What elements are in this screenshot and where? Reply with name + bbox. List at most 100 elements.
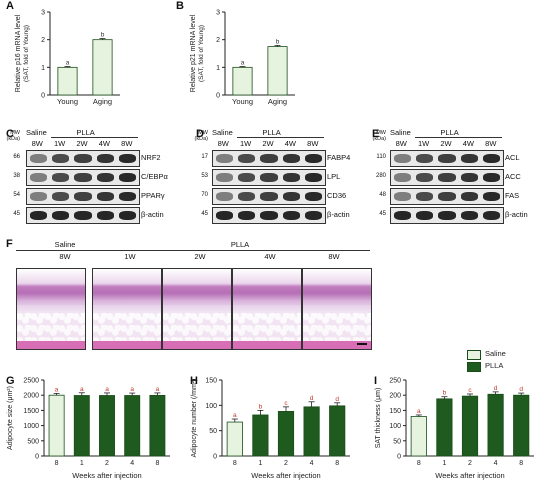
- saline-header: Saline: [390, 128, 411, 137]
- blot-band: [282, 154, 300, 163]
- x-tick-label: 1: [80, 460, 84, 467]
- histology-lane-8w: 8W: [328, 252, 340, 261]
- blot-band: [96, 154, 114, 163]
- y-axis-label: Adipocyte number (/mm²): [191, 379, 198, 458]
- histology-lane-4w: 4W: [264, 252, 276, 261]
- panel-label-b: B: [176, 0, 184, 12]
- legend-saline-label: Saline: [485, 349, 506, 358]
- histology-saline-bracket: [16, 250, 108, 251]
- blot-row-label: β-actin: [505, 210, 528, 219]
- bar: [461, 395, 479, 457]
- y-tick-label: 0: [35, 454, 39, 461]
- x-tick-label: 8: [55, 460, 59, 467]
- x-axis-label: Weeks after injection: [435, 471, 504, 480]
- blot-band: [416, 173, 434, 182]
- y-tick-label: 200: [389, 393, 401, 400]
- y-tick-label: 3: [41, 10, 45, 17]
- significance-label: a: [233, 412, 237, 419]
- blot-band: [438, 154, 456, 163]
- y-tick-label: 1000: [23, 423, 39, 430]
- panel-label-a: A: [6, 0, 14, 12]
- bar: [48, 394, 65, 457]
- blot-row-label: NRF2: [141, 153, 161, 162]
- blot-band: [215, 154, 233, 163]
- x-tick-label: 8: [155, 460, 159, 467]
- x-tick-label: 2: [468, 460, 472, 467]
- y-tick-label: 50: [393, 438, 401, 445]
- y-tick-label: 100: [205, 403, 217, 410]
- blot-band: [416, 211, 434, 220]
- blot-band: [393, 211, 411, 220]
- blot-band: [460, 192, 478, 201]
- blot-band: [52, 173, 70, 182]
- blot-row-label: ACL: [505, 153, 520, 162]
- panel-label-e: E: [372, 128, 380, 140]
- histology-image-plla-8w: [302, 268, 372, 350]
- blot-band: [438, 192, 456, 201]
- significance-label: a: [55, 386, 59, 393]
- mw-value: 17: [201, 154, 208, 160]
- x-tick-label: 8: [233, 460, 237, 467]
- x-tick-label: 8: [417, 460, 421, 467]
- blot-band: [282, 211, 300, 220]
- blot-band: [52, 211, 70, 220]
- lane-label: 4W: [284, 139, 296, 148]
- x-tick-label: 1: [442, 460, 446, 467]
- bar: [267, 46, 288, 96]
- histology-lane-1w: 1W: [124, 252, 136, 261]
- blot-band: [119, 192, 137, 201]
- blot-row-label: FAS: [505, 191, 520, 200]
- western-blot-d: MW (kDa) Saline PLLA 8W 1W 2W 4W 8W 17 FABP4 53 LPL…: [190, 128, 370, 228]
- mw-value: 45: [379, 211, 386, 217]
- mw-value: 110: [376, 154, 386, 160]
- mw-value: 45: [201, 211, 208, 217]
- y-axis-sublabel: (SAT, fold of Young): [198, 25, 205, 82]
- saline-header: Saline: [26, 128, 47, 137]
- bar: [92, 39, 113, 96]
- panel-label-h: H: [190, 375, 198, 387]
- bar: [252, 414, 269, 457]
- bar: [436, 398, 453, 457]
- blot-band: [460, 211, 478, 220]
- blot-band: [393, 192, 411, 201]
- lane-label: 8W: [485, 139, 497, 148]
- mw-value: 280: [375, 173, 386, 179]
- y-tick-label: 2: [41, 37, 45, 44]
- significance-label: b: [101, 32, 105, 39]
- blot-band: [393, 154, 411, 163]
- significance-label: a: [417, 408, 421, 415]
- blot-band: [260, 173, 278, 182]
- bar: [226, 421, 243, 457]
- significance-label: d: [494, 385, 498, 392]
- panel-label-f: F: [6, 238, 13, 250]
- blot-band: [305, 192, 323, 201]
- histology-saline-header: Saline: [54, 240, 76, 249]
- y-tick-label: 3: [216, 10, 220, 17]
- y-tick-label: 500: [27, 438, 39, 445]
- chart-h: 0 50 100 150 a 8 b 1 c 2 d 4 d 8 Adipocyte number (/mm…: [191, 378, 350, 480]
- scale-bar: [357, 343, 367, 345]
- histology-image-saline-8w: [16, 268, 86, 350]
- blot-band: [119, 211, 137, 220]
- x-tick-label: 4: [130, 460, 134, 467]
- y-tick-label: 150: [205, 378, 217, 385]
- mw-value: 54: [13, 192, 20, 198]
- lane-label: 8W: [217, 139, 229, 148]
- significance-label: a: [156, 386, 160, 393]
- x-tick-label: Aging: [268, 97, 287, 106]
- x-tick-label: 2: [105, 460, 109, 467]
- blot-band: [260, 211, 278, 220]
- lane-label: 4W: [98, 139, 110, 148]
- blot-band: [74, 173, 92, 182]
- significance-label: a: [66, 60, 70, 67]
- x-tick-label: 4: [494, 460, 498, 467]
- plla-bracket: [50, 137, 138, 138]
- y-tick-label: 0: [213, 454, 217, 461]
- y-tick-label: 1: [216, 65, 220, 72]
- histology-lane-2w: 2W: [194, 252, 206, 261]
- legend-plla-swatch: [467, 362, 481, 372]
- mw-value: 38: [13, 173, 20, 179]
- bar: [303, 406, 320, 457]
- significance-label: a: [80, 386, 84, 393]
- significance-label: d: [335, 396, 339, 403]
